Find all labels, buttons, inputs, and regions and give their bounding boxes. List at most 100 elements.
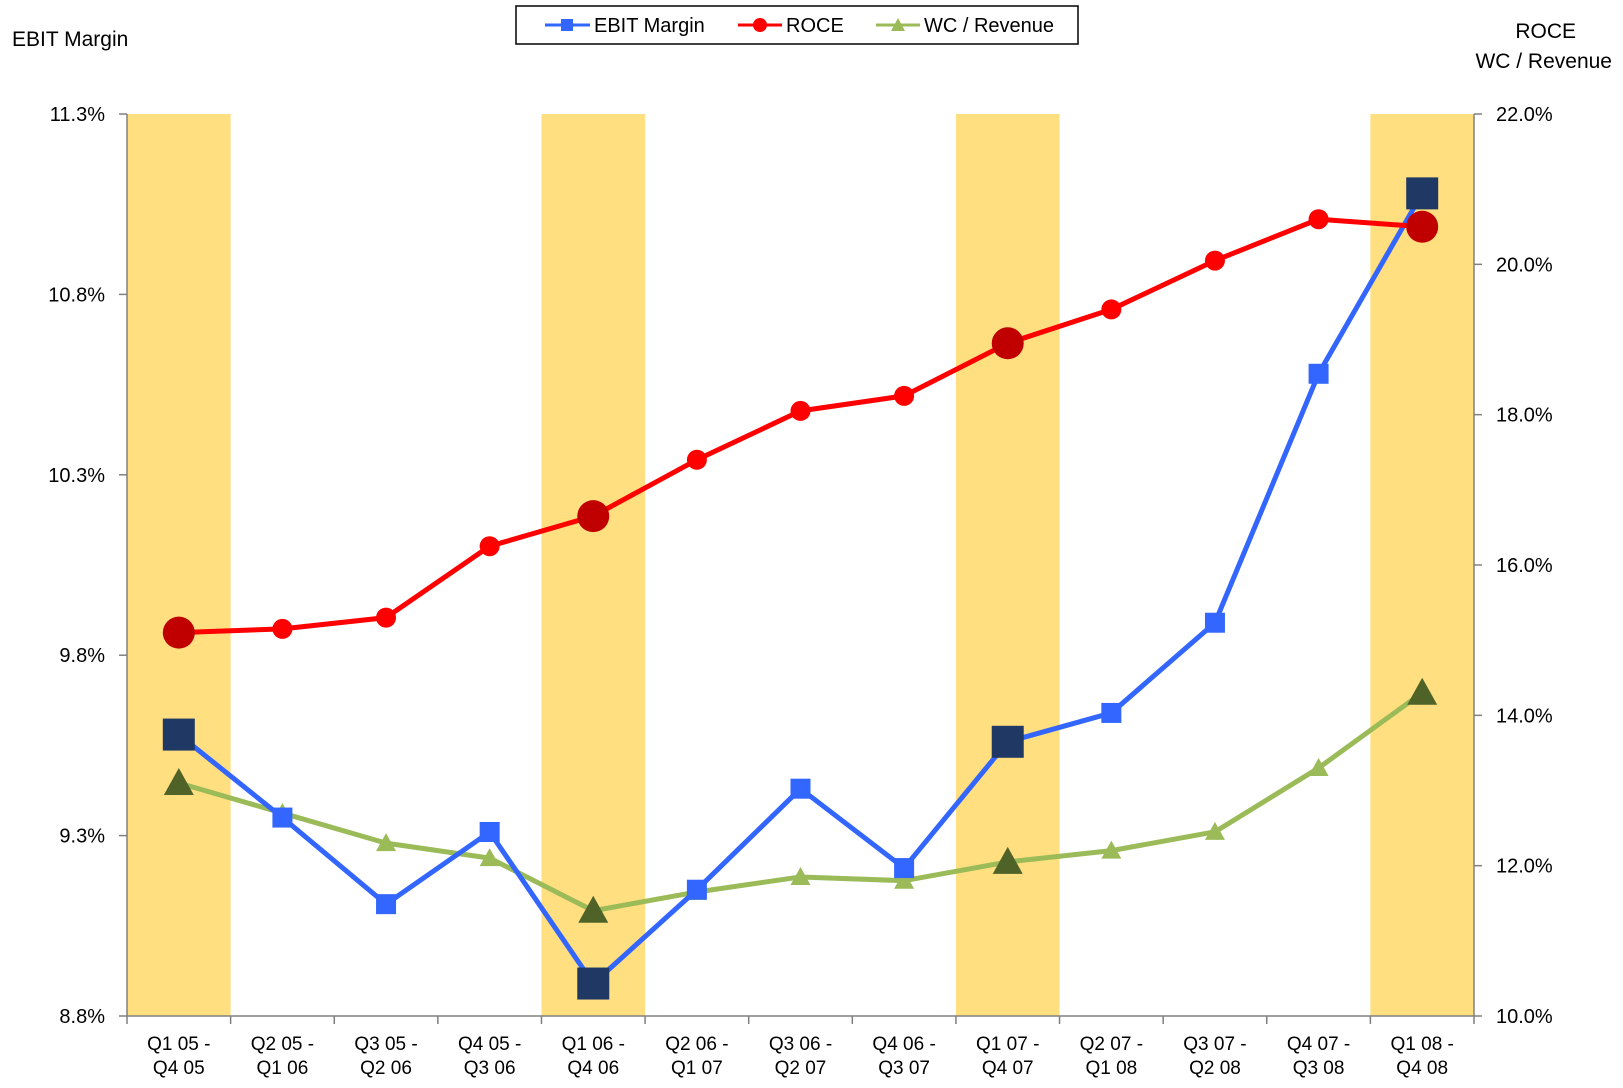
highlight-bands: [127, 114, 1474, 1016]
highlight-band-12: [1370, 114, 1474, 1016]
x-axis-tick-label-line: Q3 06 -: [769, 1034, 832, 1055]
point-ebit-margin: [272, 807, 293, 828]
x-axis-tick-label-line: Q3 07 -: [1183, 1034, 1246, 1055]
point-wc-revenue: [1308, 757, 1329, 776]
x-axis-tick-label-line: Q1 08 -: [1391, 1034, 1454, 1055]
point-roce: [686, 449, 707, 470]
x-axis-tick-label-line: Q2 07: [775, 1058, 827, 1079]
point-wc-revenue: [1204, 821, 1225, 840]
point-ebit-margin-highlighted: [162, 718, 195, 751]
point-ebit-margin: [790, 778, 811, 799]
x-axis-tick-label: Q2 05 - Q1 06: [251, 1034, 314, 1079]
point-roce: [1308, 209, 1329, 230]
left-axis-tick-label: 10.8%: [48, 284, 105, 306]
legend-label-roce: ROCE: [786, 15, 844, 37]
legend-item-roce: ROCE: [738, 15, 844, 37]
legend-label-ebit-margin: EBIT Margin: [594, 15, 705, 37]
legend-marker-square: [561, 19, 573, 31]
point-wc-revenue: [376, 833, 397, 852]
x-axis-tick-label-line: Q3 07: [878, 1058, 930, 1079]
point-roce: [272, 618, 293, 639]
left-axis-tick-label: 11.3%: [50, 104, 105, 126]
point-ebit-margin: [376, 894, 397, 915]
axis-ticks: 8.8% 9.3% 9.8% 10.3% 10.8% 11.3% 10.0% 12.0% 14.…: [48, 104, 1553, 1079]
x-axis-tick-label-line: Q1 08: [1085, 1058, 1137, 1079]
point-ebit-margin: [1101, 702, 1122, 723]
x-axis-tick-label-line: Q2 06 -: [665, 1034, 728, 1055]
x-axis-tick-label-line: Q1 05 -: [147, 1034, 210, 1055]
x-axis-tick-label: Q3 06 - Q2 07: [769, 1034, 832, 1079]
point-wc-revenue-highlighted: [163, 767, 194, 795]
x-axis-tick-label-line: Q4 06 -: [872, 1034, 935, 1055]
legend-item-ebit-margin: EBIT Margin: [545, 15, 705, 37]
point-roce-highlighted: [577, 500, 610, 533]
left-axis-title: EBIT Margin: [12, 28, 128, 51]
series-ebit-margin: [162, 177, 1439, 1000]
x-axis-tick-label-line: Q4 08: [1396, 1058, 1448, 1079]
x-axis-tick-label-line: Q1 06: [257, 1058, 309, 1079]
highlight-band-8: [955, 114, 1060, 1016]
x-axis-tick-label-line: Q3 06: [464, 1058, 516, 1079]
right-axis-title-line-2: WC / Revenue: [1475, 50, 1612, 73]
point-roce: [1101, 299, 1122, 320]
x-axis-tick-label-line: Q3 05 -: [354, 1034, 417, 1055]
x-axis-tick-label-line: Q4 05 -: [458, 1034, 521, 1055]
left-axis-tick-label: 10.3%: [48, 465, 105, 487]
left-axis-tick-label: 8.8%: [59, 1006, 105, 1028]
right-axis-tick-label: 18.0%: [1496, 405, 1553, 427]
series-wc-revenue: [163, 677, 1438, 923]
right-axis-tick-label: 10.0%: [1496, 1006, 1553, 1028]
point-roce-highlighted: [162, 616, 195, 649]
right-axis-title-line-1: ROCE: [1515, 20, 1576, 43]
point-roce: [790, 400, 811, 421]
x-axis-tick-label-line: Q2 06: [360, 1058, 412, 1079]
point-ebit-margin: [479, 821, 500, 842]
x-axis-tick-label-line: Q2 07 -: [1080, 1034, 1143, 1055]
point-wc-revenue: [1101, 840, 1122, 859]
legend-frame: [515, 5, 1079, 45]
x-axis-tick-label: Q2 06 - Q1 07: [665, 1034, 728, 1079]
right-axis-tick-label: 14.0%: [1496, 705, 1553, 727]
point-roce-highlighted: [991, 327, 1024, 360]
point-wc-revenue-highlighted: [578, 895, 609, 923]
x-axis-tick-label: Q1 06 - Q4 06: [562, 1034, 625, 1079]
x-axis-tick-label: Q1 08 - Q4 08: [1391, 1034, 1454, 1079]
x-axis-tick-label-line: Q1 07: [671, 1058, 723, 1079]
x-axis-tick-label-line: Q4 07 -: [1287, 1034, 1350, 1055]
series-roce: [162, 209, 1439, 649]
left-axis-tick-label: 9.8%: [59, 645, 105, 667]
right-axis-tick-label: 22.0%: [1496, 104, 1553, 126]
point-ebit-margin-highlighted: [577, 967, 610, 1000]
point-ebit-margin-highlighted: [1406, 177, 1439, 210]
x-axis-tick-label: Q1 07 - Q4 07: [976, 1034, 1039, 1079]
legend-marker-triangle: [891, 18, 905, 31]
x-axis-tick-label: Q4 07 - Q3 08: [1287, 1034, 1350, 1079]
x-axis-tick-label-line: Q3 08: [1293, 1058, 1345, 1079]
point-roce: [894, 385, 915, 406]
series-line-ebit-margin: [176, 190, 1425, 987]
legend-marker-circle: [753, 18, 767, 32]
point-ebit-margin-highlighted: [991, 725, 1024, 758]
point-roce: [1204, 250, 1225, 271]
x-axis-tick-label: Q3 05 - Q2 06: [354, 1034, 417, 1079]
right-axis-tick-label: 16.0%: [1496, 555, 1553, 577]
x-axis-tick-label-line: Q1 06 -: [562, 1034, 625, 1055]
legend-label-wc-revenue: WC / Revenue: [924, 15, 1054, 37]
x-axis-tick-label-line: Q1 07 -: [976, 1034, 1039, 1055]
point-wc-revenue: [790, 866, 811, 885]
x-axis-tick-label: Q1 05 - Q4 05: [147, 1034, 210, 1079]
point-ebit-margin: [686, 879, 707, 900]
x-axis-tick-label: Q3 07 - Q2 08: [1183, 1034, 1246, 1079]
point-ebit-margin: [1308, 363, 1329, 384]
series: [162, 177, 1439, 1000]
point-ebit-margin: [894, 858, 915, 879]
x-axis-tick-label-line: Q4 07: [982, 1058, 1034, 1079]
x-axis-tick-label: Q4 06 - Q3 07: [872, 1034, 935, 1079]
x-axis-tick-label-line: Q2 05 -: [251, 1034, 314, 1055]
point-roce: [479, 536, 500, 557]
x-axis-tick-label-line: Q4 05: [153, 1058, 205, 1079]
highlight-band-4: [541, 114, 646, 1016]
right-axis-tick-label: 12.0%: [1496, 856, 1553, 878]
